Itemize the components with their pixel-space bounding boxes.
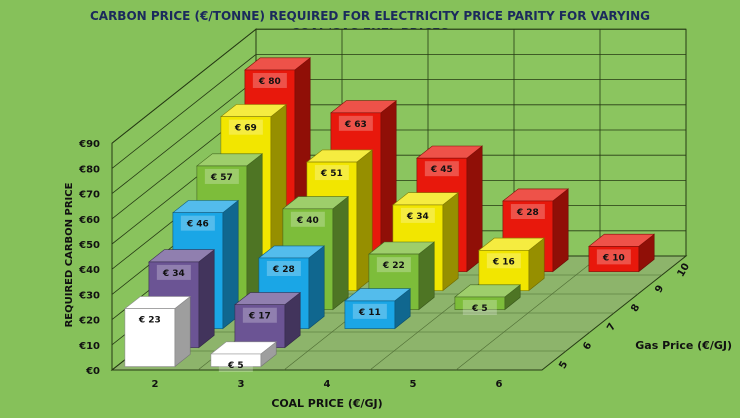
gridline — [111, 28, 686, 144]
bar-value-label: € 40 — [296, 216, 319, 226]
bar — [210, 353, 262, 367]
bar-label-bg — [228, 119, 263, 135]
bar-label-bg — [510, 204, 545, 220]
bar-group: € 5 — [454, 284, 522, 315]
y-tick-label: €40 — [78, 265, 100, 276]
bar-value-label: € 17 — [248, 312, 271, 322]
bar-value-label: € 16 — [492, 257, 515, 267]
bar-label-bg — [424, 161, 459, 177]
bar-group: € 17 — [234, 291, 302, 349]
bar-value-label: € 28 — [272, 265, 295, 275]
bar-group: € 16 — [478, 237, 546, 292]
bar-value-label: € 5 — [471, 304, 488, 314]
bar-label-bg — [204, 168, 239, 184]
z-tick-label: 6 — [581, 340, 594, 352]
bar-group: € 11 — [344, 288, 412, 330]
x-tick-label: 3 — [238, 379, 245, 390]
y-tick-label: €50 — [78, 240, 100, 251]
bar-label-bg — [266, 261, 301, 277]
bar — [454, 296, 506, 310]
y-tick-label: €80 — [78, 164, 100, 175]
bar-label-bg — [290, 211, 325, 227]
bar-side — [442, 192, 459, 292]
bar-value-label: € 11 — [358, 308, 381, 318]
bar-value-label: € 45 — [430, 165, 453, 175]
bar-label-bg — [462, 299, 497, 315]
y-tick-label: €30 — [78, 290, 100, 301]
y-axis-label: REQUIRED CARBON PRICE — [64, 182, 75, 327]
bar-value-label: € 28 — [516, 208, 539, 218]
bar-label-bg — [252, 72, 287, 88]
gridline — [111, 54, 686, 169]
bar-label-bg — [132, 311, 167, 327]
x-tick-label: 6 — [496, 379, 503, 390]
bar-label-bg — [314, 165, 349, 181]
bar-side — [198, 249, 215, 349]
bar-label-bg — [180, 215, 215, 231]
bar-value-label: € 22 — [382, 261, 405, 271]
y-tick-label: €90 — [78, 139, 100, 150]
bar-side — [332, 195, 349, 311]
chart-title-line-1: CARBON PRICE (€/TONNE) REQUIRED FOR ELEC… — [89, 9, 651, 23]
bar-value-label: € 63 — [344, 120, 367, 130]
bar-side — [552, 188, 569, 273]
bar-label-bg — [156, 264, 191, 280]
bar — [588, 246, 640, 272]
z-tick-label: 8 — [629, 302, 642, 314]
bar-value-label: € 23 — [138, 316, 161, 326]
bars: € 80€ 63€ 45€ 28€ 10€ 69€ 51€ 34€ 16€ 57… — [124, 57, 656, 372]
bar — [124, 308, 176, 367]
y-tick-label: €10 — [78, 341, 100, 352]
z-tick-label: 5 — [557, 359, 570, 371]
bar-value-label: € 34 — [162, 269, 185, 279]
bar-label-bg — [376, 257, 411, 273]
bar-group: € 23 — [124, 295, 192, 368]
bar-value-label: € 34 — [406, 212, 429, 222]
bar-value-label: € 46 — [186, 220, 209, 230]
bar-value-label: € 51 — [320, 169, 343, 179]
bar-side — [308, 245, 325, 330]
bar-label-bg — [338, 115, 373, 131]
bar-group: € 10 — [588, 233, 656, 273]
bar-group: € 5 — [210, 341, 278, 372]
bar-value-label: € 5 — [227, 361, 244, 371]
x-tick-label: 4 — [324, 379, 331, 390]
bar-label-bg — [352, 303, 387, 319]
y-tick-label: €20 — [78, 316, 100, 327]
bar-label-bg — [242, 307, 277, 323]
z-tick-label: 7 — [605, 321, 618, 333]
y-tick-label: €70 — [78, 190, 100, 201]
bar-value-label: € 57 — [210, 173, 233, 183]
x-tick-label: 2 — [152, 379, 159, 390]
z-axis-label: Gas Price (€/GJ) — [635, 339, 732, 352]
bar-label-bg — [400, 207, 435, 223]
y-tick-label: €60 — [78, 215, 100, 226]
bar-value-label: € 10 — [602, 253, 625, 263]
y-tick-label: €0 — [85, 366, 100, 377]
bar-value-label: € 69 — [234, 124, 257, 134]
bar-value-label: € 80 — [258, 77, 281, 87]
bar-label-bg — [486, 253, 521, 269]
bar — [344, 300, 396, 329]
x-axis-label: COAL PRICE (€/GJ) — [271, 397, 382, 410]
z-tick-label: 10 — [676, 261, 693, 279]
bar-label-bg — [218, 356, 253, 372]
x-tick-label: 5 — [410, 379, 417, 390]
z-tick-label: 9 — [653, 283, 666, 295]
bar-label-bg — [596, 249, 631, 265]
